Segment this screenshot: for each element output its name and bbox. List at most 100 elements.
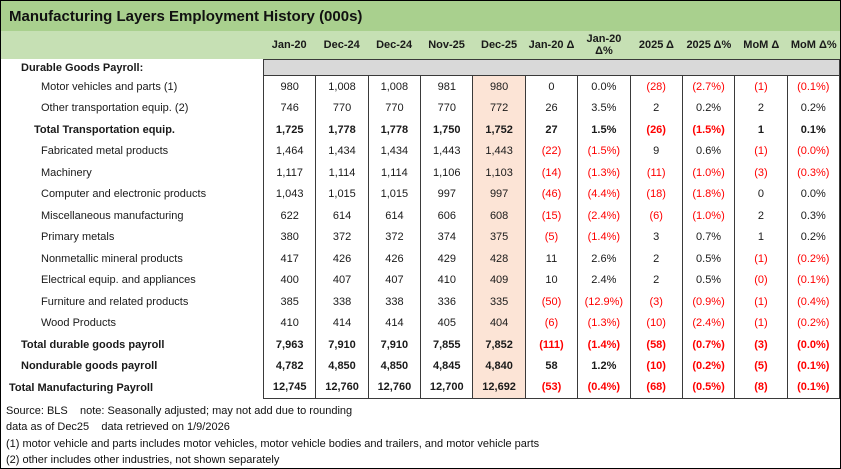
cell: 338 <box>315 291 368 313</box>
table-header-row: Jan-20 Dec-24 Dec-24 Nov-25 Dec-25 Jan-20 Δ Ja… <box>1 31 840 59</box>
cell: 9 <box>629 140 682 162</box>
cell: 2 <box>629 97 682 119</box>
column-header: Dec-24 <box>323 39 360 51</box>
cell: (0) <box>734 269 787 291</box>
cell: 335 <box>472 291 525 313</box>
cell: (3) <box>734 162 787 184</box>
cell: 405 <box>420 312 473 334</box>
cell: 746 <box>263 97 316 119</box>
row-label: Total Transportation equip. <box>34 123 175 136</box>
cell: 2 <box>629 269 682 291</box>
cell: 4,850 <box>367 355 421 377</box>
cell: (1) <box>734 291 787 313</box>
row-label: Furniture and related products <box>41 295 189 308</box>
cell: (0.2%) <box>786 312 840 334</box>
cell: (0.1%) <box>786 269 840 291</box>
cell: 3.5% <box>577 97 630 119</box>
cell: 400 <box>263 269 316 291</box>
cell: 12,745 <box>263 377 316 399</box>
cell: (5) <box>524 226 578 248</box>
cell: 414 <box>367 312 421 334</box>
cell: (14) <box>524 162 578 184</box>
title-bar: Manufacturing Layers Employment History … <box>1 1 840 31</box>
column-header: Jan-20 Δ <box>528 39 575 51</box>
header-label-spacer <box>1 31 263 59</box>
cell: (22) <box>524 140 578 162</box>
cell: 1.5% <box>577 119 630 141</box>
cell: (1) <box>734 140 787 162</box>
cell: 1,103 <box>472 162 525 184</box>
cell: 4,782 <box>263 355 316 377</box>
table-row: Total Manufacturing Payroll 12,745 12,760 1… <box>1 377 840 399</box>
row-label: Durable Goods Payroll: <box>21 61 144 74</box>
cell: 12,760 <box>367 377 421 399</box>
cell: 0.0% <box>577 76 630 98</box>
cell: (26) <box>629 119 682 141</box>
table-body: Durable Goods Payroll: Motor vehicles and… <box>1 59 840 399</box>
cell: (2.4%) <box>577 205 630 227</box>
cell: (1.0%) <box>681 205 735 227</box>
table-row: Computer and electronic products 1,043 1,0… <box>1 183 840 205</box>
cell: (0.0%) <box>786 140 840 162</box>
footnote-line: (2) other includes other industries, not… <box>6 454 280 466</box>
cell: 338 <box>367 291 421 313</box>
cell: 407 <box>367 269 421 291</box>
table-row: Primary metals 380 372 372 374 375 (5) (1.4%) 3 0… <box>1 226 840 248</box>
cell: 2 <box>734 97 787 119</box>
footnote-line: (1) motor vehicle and parts includes mot… <box>6 437 540 450</box>
column-header: Dec-24 <box>376 39 413 51</box>
cell: 426 <box>315 248 368 270</box>
cell: (28) <box>629 76 682 98</box>
cell: 980 <box>263 76 316 98</box>
cell: 0.5% <box>681 248 735 270</box>
cell: (1.5%) <box>681 119 735 141</box>
cell: (5) <box>734 355 787 377</box>
row-label: Total Manufacturing Payroll <box>9 381 154 394</box>
cell: 12,760 <box>315 377 368 399</box>
table-row: Miscellaneous manufacturing 622 614 614 606 6… <box>1 205 840 227</box>
cell: 372 <box>367 226 421 248</box>
cell: 1 <box>734 119 787 141</box>
cell: 417 <box>263 248 316 270</box>
cell: (53) <box>524 377 578 399</box>
cell: 428 <box>472 248 525 270</box>
cell: 2.6% <box>577 248 630 270</box>
footnotes: Source: BLS note: Seasonally adjusted; m… <box>1 399 840 469</box>
cell: 1.2% <box>577 355 630 377</box>
row-label: Electrical equip. and appliances <box>41 274 196 287</box>
cell: (6) <box>524 312 578 334</box>
cell: 614 <box>315 205 368 227</box>
cell: 1,043 <box>263 183 316 205</box>
cell: 374 <box>420 226 473 248</box>
cell: 2 <box>629 248 682 270</box>
cell: 0 <box>524 76 578 98</box>
cell: (1.8%) <box>681 183 735 205</box>
cell: (0.4%) <box>786 291 840 313</box>
cell: 407 <box>315 269 368 291</box>
page-title: Manufacturing Layers Employment History … <box>9 7 363 25</box>
cell: 614 <box>367 205 421 227</box>
cell: 336 <box>420 291 473 313</box>
cell: 0.3% <box>786 205 840 227</box>
section-band <box>263 59 840 76</box>
table-row: Furniture and related products 385 338 338 3… <box>1 291 840 313</box>
table-row: Nonmetallic mineral products 417 426 426 429… <box>1 248 840 270</box>
cell: 0.7% <box>681 226 735 248</box>
cell: (111) <box>524 334 578 356</box>
cell: (0.5%) <box>681 377 735 399</box>
cell: (11) <box>629 162 682 184</box>
cell: (0.1%) <box>786 377 840 399</box>
cell: (12.9%) <box>577 291 630 313</box>
cell: (15) <box>524 205 578 227</box>
cell: 0.5% <box>681 269 735 291</box>
cell: 1,114 <box>367 162 421 184</box>
row-label: Nonmetallic mineral products <box>41 252 183 265</box>
cell: 0.2% <box>786 97 840 119</box>
cell: (0.2%) <box>786 248 840 270</box>
cell: 7,910 <box>315 334 368 356</box>
cell: 980 <box>472 76 525 98</box>
cell: (0.4%) <box>577 377 630 399</box>
cell: (1.0%) <box>681 162 735 184</box>
footnote-line: data as of Dec25 data retrieved on 1/9/2… <box>6 421 230 433</box>
cell: 410 <box>420 269 473 291</box>
